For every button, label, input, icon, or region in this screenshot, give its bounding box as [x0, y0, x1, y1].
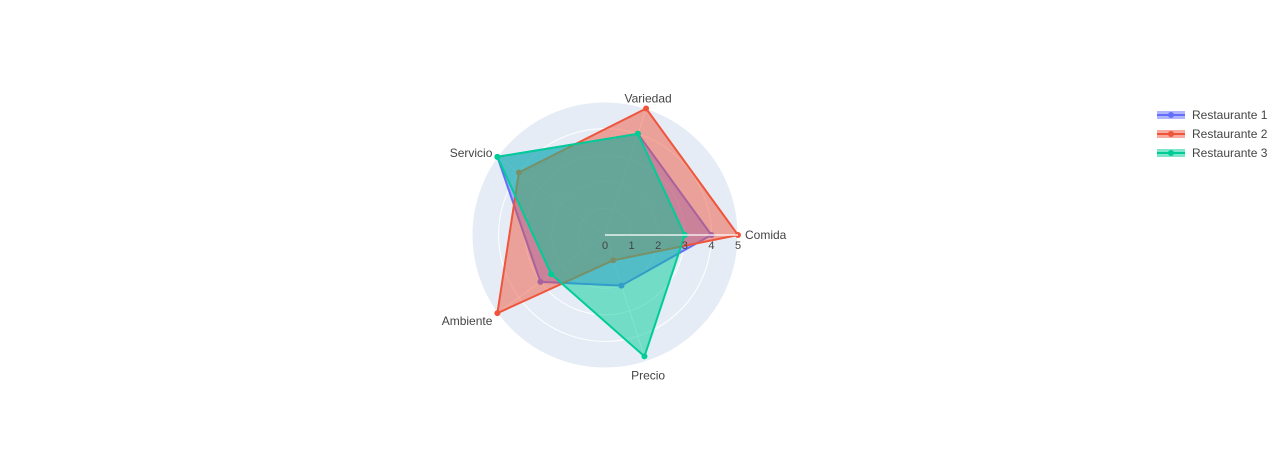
- data-point: [643, 105, 650, 112]
- axis-label-precio: Precio: [631, 368, 665, 382]
- radial-tick-label: 1: [629, 240, 635, 252]
- series-3: [494, 130, 688, 360]
- angular-axis-labels: Comida Variedad Servicio Ambiente Precio: [442, 92, 787, 383]
- data-point: [494, 310, 501, 317]
- legend-marker: [1168, 131, 1174, 137]
- legend-label: Restaurante 2: [1192, 127, 1268, 141]
- legend-item[interactable]: Restaurante 3: [1157, 146, 1268, 160]
- radial-tick-label: 5: [735, 240, 741, 252]
- radial-tick-label: 2: [655, 240, 661, 252]
- axis-label-variedad: Variedad: [625, 92, 672, 106]
- radial-tick-label: 4: [708, 240, 714, 252]
- radial-tick-label: 0: [602, 240, 608, 252]
- data-point: [641, 353, 648, 360]
- legend[interactable]: Restaurante 1 Restaurante 2 Restaurante 3: [1157, 108, 1268, 160]
- radial-axis: 0 1 2 3 4 5: [602, 234, 741, 252]
- legend-marker: [1168, 112, 1174, 118]
- axis-label-servicio: Servicio: [450, 146, 493, 160]
- axis-label-ambiente: Ambiente: [442, 314, 493, 328]
- legend-label: Restaurante 1: [1192, 108, 1268, 122]
- data-point: [634, 130, 641, 137]
- data-point: [494, 153, 501, 160]
- axis-label-comida: Comida: [745, 228, 787, 242]
- legend-item[interactable]: Restaurante 1: [1157, 108, 1268, 122]
- series-area: [496, 132, 686, 358]
- legend-item[interactable]: Restaurante 2: [1157, 127, 1268, 141]
- legend-marker: [1168, 150, 1174, 156]
- radial-tick-label: 3: [682, 240, 688, 252]
- series-layer: [494, 105, 741, 360]
- legend-label: Restaurante 3: [1192, 146, 1268, 160]
- data-point: [548, 271, 555, 278]
